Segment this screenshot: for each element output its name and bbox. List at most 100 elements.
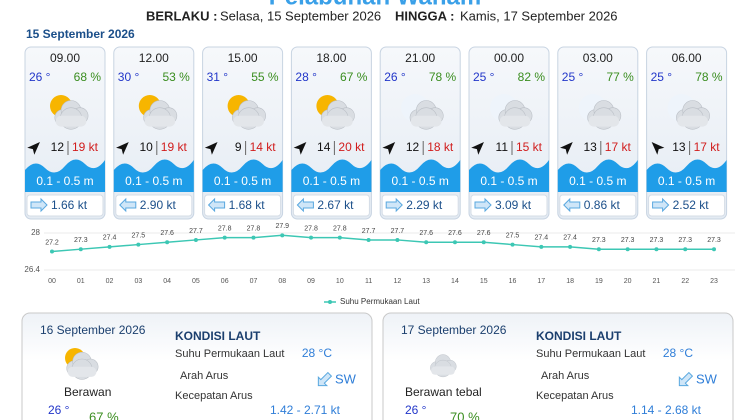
- wave-band: [380, 159, 461, 192]
- wind-arrow: [471, 142, 484, 155]
- sst-point: [337, 235, 342, 240]
- wind-speed: 14: [317, 140, 331, 154]
- sst-label: 27.8: [218, 225, 232, 232]
- wave-height: 0.1 - 0.5 m: [658, 174, 715, 188]
- valid-to-label: HINGGA :: [395, 8, 454, 23]
- daily-humidity: 70 %: [450, 409, 480, 420]
- sst-point: [683, 247, 688, 252]
- current-dir: SW: [696, 371, 718, 386]
- wave-band: [469, 159, 549, 192]
- cloud-base: [677, 115, 708, 127]
- daily-panel: [21, 312, 373, 420]
- cloud-base: [588, 115, 620, 127]
- sst-point: [136, 242, 141, 247]
- x-tick-label: 10: [336, 278, 344, 285]
- sst-label: 27.7: [391, 228, 405, 235]
- x-tick-label: 09: [307, 278, 315, 285]
- sst-label: 27.3: [621, 237, 635, 244]
- wind-gust: 14 kt: [250, 140, 277, 154]
- sea-heading: KONDISI LAUT: [536, 329, 622, 343]
- humidity: 82 %: [518, 70, 546, 84]
- wind-gust: 19 kt: [72, 140, 99, 154]
- sst-point: [510, 242, 515, 247]
- wave-height: 0.1 - 0.5 m: [569, 174, 626, 188]
- sst-point: [625, 247, 630, 252]
- current-speed: 2.52 kt: [673, 198, 710, 212]
- sst-label: 27.6: [419, 230, 433, 237]
- current-dir: SW: [335, 371, 357, 386]
- cloud-icon: [676, 100, 710, 130]
- wave-band: [113, 159, 194, 192]
- sst-point: [395, 237, 400, 242]
- humidity: 68 %: [74, 70, 102, 84]
- wind-speed: 13: [583, 140, 597, 154]
- current-box: [292, 194, 370, 217]
- cloud-icon: [54, 100, 89, 130]
- cloud-base: [67, 366, 97, 377]
- x-tick-label: 08: [278, 278, 286, 285]
- wind-speed: 9: [235, 140, 242, 154]
- sst-label: 27.6: [448, 230, 462, 237]
- sst-label: 27.9: [275, 223, 289, 230]
- cloud-icon: [430, 354, 457, 378]
- wave-band: [25, 159, 105, 192]
- sst-point: [280, 233, 285, 238]
- sst-label: 27.8: [333, 225, 347, 232]
- x-tick-label: 01: [77, 278, 85, 285]
- sst-label: 27.2: [45, 239, 59, 246]
- temperature: 26 °: [384, 70, 406, 84]
- current-box: [648, 194, 726, 217]
- current-dir-caption: Arah Arus: [180, 370, 229, 382]
- current-speed-range: 1.14 - 2.68 kt: [631, 403, 702, 417]
- x-tick-label: 00: [48, 278, 56, 285]
- cloud-base: [499, 115, 531, 127]
- sst-point: [107, 244, 112, 249]
- current-box: [470, 194, 548, 217]
- sst-point: [78, 247, 83, 252]
- y-tick-label: 28: [31, 228, 40, 237]
- sea-heading: KONDISI LAUT: [175, 329, 261, 343]
- x-tick-label: 06: [221, 278, 229, 285]
- daily-date: 17 September 2026: [401, 323, 507, 337]
- cloud-base: [431, 366, 455, 375]
- x-tick-label: 17: [537, 278, 545, 285]
- wave-height: 0.1 - 0.5 m: [480, 174, 537, 188]
- sst-point: [712, 247, 716, 252]
- forecast-time: 15.00: [228, 51, 258, 65]
- current-dir-arrow: [678, 371, 694, 387]
- current-arrow: [119, 197, 137, 213]
- cloud-icon: [320, 100, 355, 130]
- wave-band: [557, 159, 638, 192]
- daily-date: 16 September 2026: [40, 323, 146, 337]
- sst-point: [222, 235, 227, 240]
- humidity: 53 %: [162, 70, 190, 84]
- forecast-time: 21.00: [405, 51, 435, 65]
- sst-label: 27.6: [160, 230, 174, 237]
- current-arrow: [385, 197, 403, 213]
- wind-arrow: [382, 142, 396, 155]
- sst-label: 27.5: [132, 232, 146, 239]
- sst-point: [481, 240, 486, 245]
- daily-weather: Berawan tebal: [405, 385, 482, 399]
- wind-gust: 18 kt: [427, 140, 454, 154]
- sst-label: 27.6: [477, 230, 491, 237]
- current-speed-caption: Kecepatan Arus: [536, 390, 614, 402]
- temperature: 25 °: [651, 70, 673, 84]
- wave-height: 0.1 - 0.5 m: [303, 174, 360, 188]
- cloud-icon: [498, 100, 533, 130]
- sst-caption: Suhu Permukaan Laut: [536, 348, 645, 360]
- wave-height: 0.1 - 0.5 m: [392, 174, 449, 188]
- temperature: 31 °: [207, 70, 229, 84]
- current-dir-arrow: [317, 371, 333, 387]
- sst-line: [51, 234, 714, 253]
- x-tick-label: 02: [106, 278, 114, 285]
- sst-label: 27.4: [534, 235, 548, 242]
- page-title: Pelabuhan Wanam: [269, 0, 481, 10]
- wind-speed: 10: [139, 140, 153, 154]
- wind-arrow: [116, 142, 129, 155]
- wind-gust: 15 kt: [516, 140, 543, 154]
- forecast-time: 18.00: [316, 51, 346, 65]
- sst-point: [596, 247, 601, 252]
- humidity: 55 %: [251, 70, 279, 84]
